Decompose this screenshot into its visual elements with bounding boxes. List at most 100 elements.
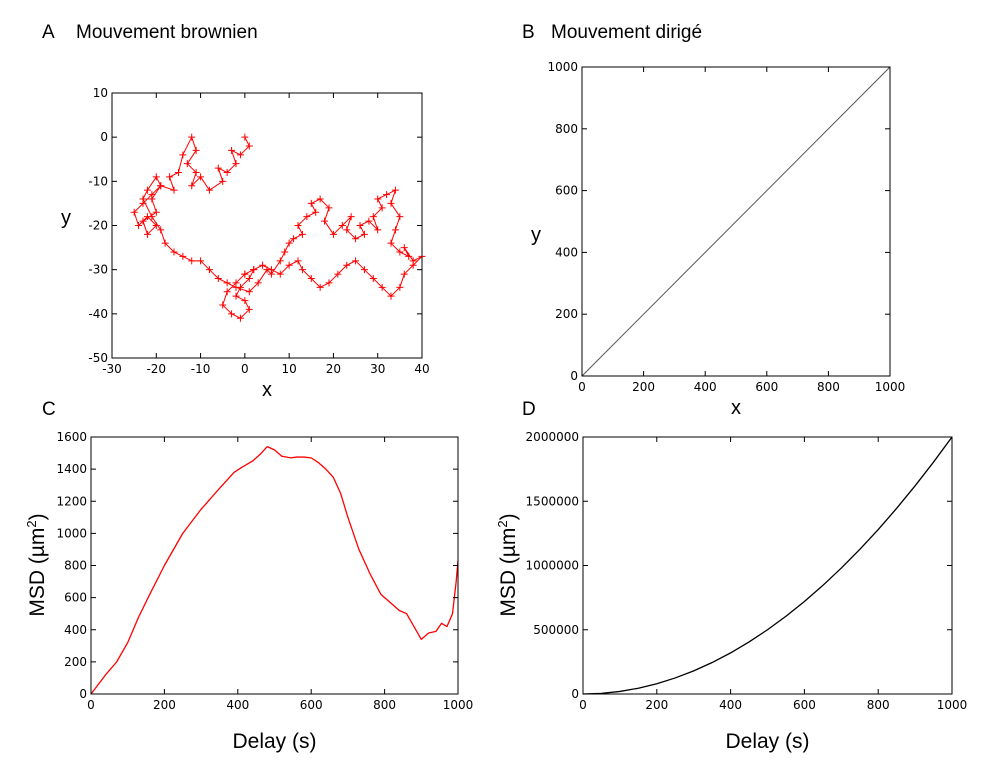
chart-a-point-91 [352, 257, 360, 265]
chart-a-point-32 [143, 186, 151, 194]
chart-a-point-74 [391, 186, 399, 194]
chart-a-point-61 [329, 230, 337, 238]
chart-a-point-112 [232, 292, 240, 300]
chart-d-y-tick-label-3: 1500000 [526, 494, 579, 508]
chart-c-y-tick-label-3: 600 [64, 591, 87, 605]
chart-a-y-tick-label-6: 10 [93, 86, 108, 100]
chart-a-point-21 [152, 208, 160, 216]
chart-a-point-65 [352, 235, 360, 243]
chart-a-point-2 [236, 151, 244, 159]
chart-d-y-axis-label: MSD (µm2) [495, 513, 520, 616]
chart-d-y-tick-label-0: 0 [571, 687, 579, 701]
chart-c-x-tick-label-5: 1000 [443, 698, 474, 712]
plot-c: 0 200 400 600 800 1000 0 200 400 600 800 1000 1200 14… [24, 430, 473, 753]
chart-a-point-46 [254, 279, 262, 287]
chart-b-x-tick-label-3: 600 [755, 380, 778, 394]
chart-a-point-92 [343, 261, 351, 269]
chart-a-point-38 [179, 252, 187, 260]
chart-a-point-99 [285, 261, 293, 269]
chart-a-point-34 [148, 213, 156, 221]
chart-a-point-84 [409, 261, 417, 269]
chart-a-x-tick-label-0: -30 [102, 362, 122, 376]
chart-a-point-24 [152, 222, 160, 229]
chart-a-x-tick-label-2: -10 [191, 362, 211, 376]
chart-d-y-axis-label-superscript: 2 [495, 520, 510, 527]
chart-a-point-98 [294, 257, 302, 265]
chart-c-y-tick-label-8: 1600 [56, 430, 87, 444]
chart-a-point-111 [241, 297, 249, 305]
chart-a-x-tick-label-7: 40 [414, 362, 429, 376]
chart-a-point-13 [192, 146, 200, 154]
chart-a-point-54 [294, 222, 302, 229]
chart-a-point-64 [343, 226, 351, 234]
chart-a-point-86 [396, 283, 404, 291]
chart-c-x-tick-label-2: 400 [226, 698, 249, 712]
plot-b: 0 200 400 600 800 1000 0 200 400 600 800 1000 x y [531, 60, 905, 419]
panel-b: B Mouvement dirigé 0 200 400 600 800 1000 0 200… [522, 22, 905, 419]
chart-b-y-tick-label-4: 800 [555, 122, 578, 136]
chart-b-y-axis-label: y [531, 224, 541, 246]
chart-a-point-114 [245, 275, 253, 282]
chart-a-point-41 [205, 266, 213, 274]
chart-a-y-axis-label: y [61, 207, 71, 229]
panel-a-letter: A [42, 22, 55, 43]
chart-a-point-9 [197, 173, 205, 181]
chart-a-point-68 [365, 217, 373, 225]
chart-a-point-63 [347, 213, 355, 221]
chart-a-point-96 [307, 275, 315, 282]
chart-c-y-axis-label: MSD (µm2) [24, 513, 49, 616]
chart-a-y-tick-label-0: -50 [88, 351, 108, 365]
chart-a-x-tick-label-6: 30 [370, 362, 385, 376]
chart-a-point-70 [369, 213, 377, 221]
chart-a-y-tick-label-1: -40 [88, 307, 108, 321]
chart-a-point-8 [205, 186, 213, 194]
chart-a-point-69 [374, 226, 382, 234]
chart-c-y-tick-label-4: 800 [64, 559, 87, 573]
chart-a-point-101 [267, 266, 275, 274]
chart-b-x-tick-label-5: 1000 [875, 380, 906, 394]
chart-c-y-tick-label-5: 1000 [56, 526, 87, 540]
chart-c-x-tick-label-0: 0 [87, 698, 95, 712]
chart-a-point-58 [316, 195, 324, 203]
chart-a-x-axis-label: x [262, 379, 272, 401]
chart-a-point-85 [400, 270, 408, 278]
chart-a-point-40 [197, 257, 205, 265]
plot-a: -30 -20 -10 0 10 20 30 40 -50 -40 -30 -20 -10 0 10 x y [61, 86, 430, 401]
chart-d-x-tick-label-1: 200 [645, 698, 668, 712]
chart-a-point-56 [312, 208, 320, 216]
chart-d-x-tick-label-0: 0 [579, 698, 587, 712]
chart-d-y-axis-label-text: MSD (µm [497, 528, 520, 617]
chart-a-point-77 [391, 226, 399, 234]
chart-b-x-tick-label-2: 400 [694, 380, 717, 394]
chart-d-frame [582, 436, 953, 695]
panel-d: D 0 200 400 600 800 1000 0 500000 1000000 1500000… [495, 399, 967, 753]
chart-a-x-tick-label-4: 10 [282, 362, 297, 376]
chart-b-y-tick-label-1: 200 [555, 307, 578, 321]
chart-a-point-27 [130, 208, 138, 216]
chart-a-y-tick-label-4: -10 [88, 174, 108, 188]
chart-a-point-17 [166, 173, 174, 181]
chart-a-point-76 [396, 213, 404, 221]
chart-b-x-tick-label-1: 200 [632, 380, 655, 394]
chart-a-point-89 [369, 275, 377, 282]
chart-a-point-94 [325, 279, 333, 287]
chart-a-x-tick-label-1: -20 [146, 362, 166, 376]
chart-c-frame [90, 436, 459, 695]
chart-d-x-tick-label-2: 400 [719, 698, 742, 712]
chart-a-point-14 [188, 133, 196, 141]
chart-b-y-tick-label-5: 1000 [547, 60, 578, 74]
chart-a-point-51 [285, 239, 293, 247]
chart-d-y-tick-label-4: 2000000 [526, 430, 579, 444]
panel-b-title: Mouvement dirigé [551, 22, 702, 43]
chart-a-point-97 [298, 266, 306, 274]
chart-a-point-55 [303, 213, 311, 221]
chart-a-point-10 [188, 182, 196, 190]
chart-a-point-3 [228, 146, 236, 154]
chart-a-x-tick-label-3: 0 [241, 362, 249, 376]
chart-d-x-axis-label: Delay (s) [725, 730, 809, 753]
chart-a-point-4 [232, 160, 240, 168]
chart-a-point-75 [387, 199, 395, 207]
chart-a-point-87 [387, 292, 395, 300]
chart-a-point-60 [321, 217, 329, 225]
